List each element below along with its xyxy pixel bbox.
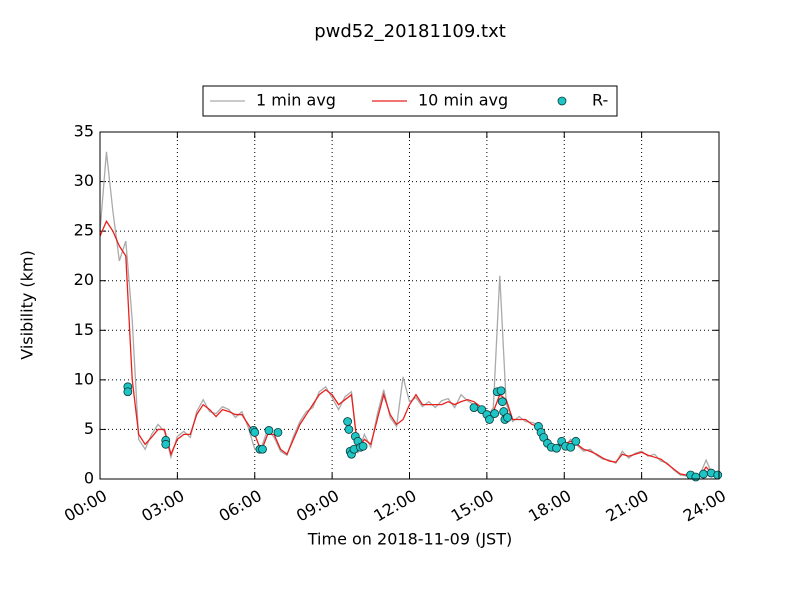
data-point	[496, 386, 506, 396]
data-point	[258, 444, 267, 454]
chart-title: pwd52_20181109.txt	[314, 21, 506, 42]
data-point	[699, 469, 708, 479]
legend-label: R-	[592, 91, 608, 110]
data-point	[344, 425, 354, 434]
data-point	[713, 470, 723, 480]
x-tick-label: 09:00	[293, 486, 342, 526]
y-tick-label: 5	[84, 419, 94, 438]
y-tick-label: 35	[74, 122, 94, 141]
y-axis-label: Visibility (km)	[18, 250, 37, 359]
x-tick-label: 00:00	[61, 486, 110, 526]
legend-box	[202, 85, 618, 117]
y-tick-label: 20	[74, 270, 94, 289]
data-point	[497, 397, 507, 407]
data-point	[566, 442, 576, 452]
data-point	[123, 387, 133, 397]
y-tick-label: 10	[74, 369, 94, 388]
data-point	[264, 426, 274, 435]
legend-label: 1 min avg	[256, 91, 336, 110]
data-point	[343, 417, 353, 426]
y-tick-label: 30	[74, 171, 94, 190]
data-point	[485, 415, 494, 424]
data-point	[571, 436, 581, 446]
x-axis-label: Time on 2018-11-09 (JST)	[307, 530, 512, 549]
legend-label: 10 min avg	[418, 91, 508, 110]
legend-marker	[557, 96, 567, 106]
y-tick-label: 15	[74, 320, 94, 339]
x-tick-label: 24:00	[680, 486, 729, 526]
y-tick-label: 25	[74, 221, 94, 240]
data-point	[161, 439, 171, 449]
data-line	[99, 151, 720, 478]
x-tick-label: 03:00	[138, 486, 187, 526]
data-point	[358, 441, 368, 451]
data-point	[469, 403, 479, 413]
x-tick-label: 21:00	[602, 486, 651, 526]
x-tick-label: 18:00	[525, 486, 574, 526]
data-point	[503, 413, 512, 422]
data-line	[99, 219, 720, 477]
x-tick-label: 12:00	[370, 486, 419, 526]
data-point	[250, 428, 260, 437]
data-point	[273, 428, 283, 437]
data-point	[691, 472, 701, 482]
legend: 1 min avg 10 min avg R-	[202, 85, 618, 117]
y-tick-label: 0	[84, 469, 94, 488]
x-tick-label: 15:00	[448, 486, 497, 526]
plot-frame	[99, 131, 720, 480]
data-point	[490, 409, 500, 418]
data-point	[552, 443, 561, 453]
x-tick-label: 06:00	[216, 486, 265, 526]
